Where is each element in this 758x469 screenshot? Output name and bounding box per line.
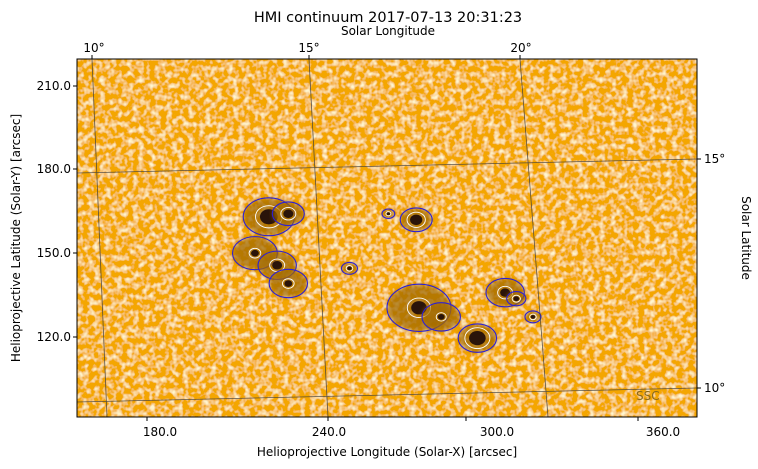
chart-title: HMI continuum 2017-07-13 20:31:23 — [254, 10, 522, 26]
sunspot-contour-outer — [340, 261, 359, 275]
heliographic-grid — [77, 59, 697, 417]
sunspot-umbra — [284, 280, 293, 287]
sunspot-contour-outer — [399, 207, 433, 233]
y-axis-right: 15° 10° — [697, 152, 725, 395]
x-tick-label: 360.0 — [646, 425, 680, 439]
x-tick-label: 300.0 — [480, 425, 514, 439]
sunspot-umbra — [411, 301, 427, 315]
top-tick-label: 15° — [298, 41, 319, 55]
sunspot-contour-inner — [511, 294, 521, 303]
sunspot-umbra — [437, 314, 445, 320]
right-tick-label: 15° — [704, 152, 725, 166]
top-tick-label: 10° — [83, 41, 104, 55]
sunspot-contour-inner — [385, 211, 392, 217]
grid-line-lon-15 — [308, 59, 329, 417]
sunspot-umbra — [347, 266, 352, 271]
y-tick-label: 120.0 — [37, 330, 71, 344]
sunspot-contour-outer — [506, 291, 527, 307]
ssc-annotation: SSC — [636, 389, 660, 403]
x-tick-label: 240.0 — [312, 425, 346, 439]
x-axis-top: 10° 15° 20° — [83, 41, 532, 59]
plot-frame — [76, 58, 698, 418]
grid-line-lat-10 — [77, 387, 697, 403]
x-axis-bottom: 180.0 240.0 300.0 360.0 — [143, 417, 680, 439]
sunspot-layer — [232, 197, 542, 353]
sunspot-umbra — [272, 261, 283, 270]
grid-line-lat-15 — [77, 158, 697, 174]
y-axis-left: 210.0 180.0 150.0 120.0 — [37, 79, 77, 344]
sunspot-umbra — [283, 209, 294, 218]
sunspot-contour-inner — [345, 265, 354, 272]
sunspot-contour-inner — [280, 207, 297, 221]
sunspot-contour-inner — [435, 312, 447, 322]
sunspot-contour-inner — [464, 327, 491, 349]
sunspot-contour-outer — [271, 201, 305, 227]
y-tick-label: 180.0 — [37, 162, 71, 176]
sunspot-umbra — [410, 214, 423, 225]
y-tick-label: 210.0 — [37, 79, 71, 93]
sunspot-umbra — [513, 296, 520, 302]
sunspot-contour-inner — [406, 211, 426, 228]
right-axis-label: Solar Latitude — [739, 196, 753, 280]
sunspot-contour-inner — [248, 247, 262, 259]
solar-disk-image — [77, 59, 697, 417]
plot-area: SSC — [77, 59, 697, 417]
sunspot-umbra — [469, 331, 486, 346]
y-axis-label: Helioprojective Latitude (Solar-Y) [arcs… — [9, 114, 23, 362]
sunspot-contour-inner — [282, 278, 295, 289]
y-tick-label: 150.0 — [37, 246, 71, 260]
sunspot-umbra — [251, 249, 259, 257]
top-tick-label: 20° — [510, 41, 531, 55]
sunspot-contour-outer — [457, 323, 498, 353]
sunspot-contour-outer — [268, 268, 309, 299]
sunspot-umbra — [530, 314, 536, 319]
sunspot-contour-outer — [485, 277, 525, 308]
right-tick-label: 10° — [704, 381, 725, 395]
top-axis-label: Solar Longitude — [341, 24, 435, 38]
grid-line-lon-20 — [519, 59, 549, 417]
sunspot-umbra — [386, 212, 391, 216]
x-axis-label: Helioprojective Longitude (Solar-X) [arc… — [257, 445, 517, 459]
sunspot-contour-inner — [529, 313, 537, 321]
sunspot-contour-outer — [381, 208, 396, 220]
sunspot-contour-outer — [421, 302, 461, 332]
x-tick-label: 180.0 — [143, 425, 177, 439]
grid-line-lon-10 — [91, 59, 108, 417]
sunspot-contour-outer — [524, 310, 542, 324]
